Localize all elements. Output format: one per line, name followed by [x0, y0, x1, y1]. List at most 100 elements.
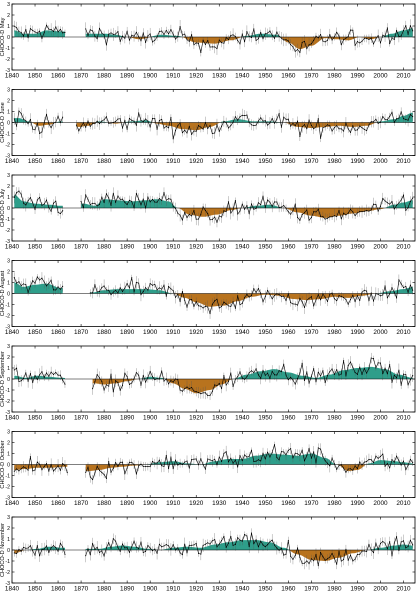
- x-tick-label: 1890: [120, 73, 135, 80]
- chart-panel: -3 -2 -1 0 1 2 3 1840 1850 1860 1870 1880 1890 1900 19…: [0, 259, 416, 336]
- negative-anomaly-area: [14, 122, 63, 126]
- x-tick-label: 1970: [304, 415, 319, 422]
- chart-panel: -3 -2 -1 0 1 2 3 1840 1850 1860 1870 1880 1890 1900 19…: [0, 430, 416, 507]
- x-tick-label: 1960: [281, 329, 296, 336]
- x-tick-label: 1970: [304, 244, 319, 251]
- x-tick-label: 2000: [373, 415, 388, 422]
- annual-series-line: [14, 190, 63, 214]
- x-tick-label: 1900: [143, 329, 158, 336]
- x-tick-label: 1950: [258, 244, 273, 251]
- x-tick-label: 1930: [212, 244, 227, 251]
- y-tick-label: -3: [5, 496, 10, 502]
- y-tick-label: -3: [5, 239, 10, 245]
- y-tick-label: 1: [7, 537, 10, 543]
- x-tick-label: 1990: [350, 329, 365, 336]
- x-tick-label: 2010: [396, 500, 411, 507]
- x-tick-label: 2000: [373, 158, 388, 165]
- negative-anomaly-area: [76, 122, 413, 131]
- x-tick-label: 1880: [97, 158, 112, 165]
- y-axis-label: CHOCO-D July: [0, 189, 6, 227]
- y-tick-label: 0: [7, 377, 10, 383]
- x-tick-label: 2000: [373, 586, 388, 593]
- x-tick-label: 1900: [143, 415, 158, 422]
- x-tick-label: 2010: [396, 415, 411, 422]
- x-tick-label: 1850: [28, 244, 43, 251]
- x-tick-label: 1900: [143, 73, 158, 80]
- x-tick-label: 1940: [235, 500, 250, 507]
- x-tick-label: 1990: [350, 73, 365, 80]
- y-tick-label: -3: [5, 154, 10, 160]
- x-tick-label: 2010: [396, 329, 411, 336]
- x-tick-label: 1860: [51, 415, 66, 422]
- x-tick-label: 1850: [28, 158, 43, 165]
- x-tick-label: 1970: [304, 329, 319, 336]
- x-tick-label: 1970: [304, 586, 319, 593]
- chart-panel: -3 -2 -1 0 1 2 3 1840 1850 1860 1870 1880 1890 1900 19…: [0, 2, 416, 80]
- y-tick-label: 0: [7, 35, 10, 41]
- x-tick-label: 1920: [189, 329, 204, 336]
- x-tick-label: 1950: [258, 415, 273, 422]
- chart-panel: -3 -2 -1 0 1 2 3 1840 1850 1860 1870 1880 1890 1900 19…: [0, 344, 416, 422]
- x-tick-label: 1940: [235, 586, 250, 593]
- x-tick-label: 1980: [327, 244, 342, 251]
- x-tick-label: 1900: [143, 500, 158, 507]
- annual-series-line: [14, 542, 66, 557]
- annual-series-line: [85, 24, 413, 54]
- x-tick-label: 1890: [120, 415, 135, 422]
- x-tick-label: 1890: [120, 158, 135, 165]
- y-tick-label: 2: [7, 526, 10, 532]
- x-tick-label: 2010: [396, 73, 411, 80]
- x-tick-label: 1960: [281, 73, 296, 80]
- x-tick-label: 1860: [51, 73, 66, 80]
- x-tick-label: 1870: [74, 73, 89, 80]
- y-tick-label: -1: [5, 474, 10, 480]
- x-tick-label: 1880: [97, 244, 112, 251]
- x-tick-label: 1840: [5, 73, 20, 80]
- y-tick-label: -3: [5, 68, 10, 74]
- x-tick-label: 1980: [327, 500, 342, 507]
- y-tick-label: 3: [7, 2, 10, 8]
- x-tick-label: 1840: [5, 244, 20, 251]
- x-tick-label: 1910: [166, 329, 181, 336]
- y-tick-label: -1: [5, 46, 10, 52]
- y-axis-label: CHOCO-D August: [0, 270, 6, 316]
- y-axis-label: CHOCO-D May: [0, 17, 6, 56]
- y-axis-label: CHOCO-D November: [0, 523, 6, 577]
- y-tick-label: 2: [7, 441, 10, 447]
- y-tick-label: 3: [7, 259, 10, 265]
- y-tick-label: 2: [7, 355, 10, 361]
- y-axis-label: CHOCO-D June: [0, 102, 6, 142]
- positive-anomaly-area: [14, 282, 63, 294]
- x-tick-label: 1880: [97, 586, 112, 593]
- x-tick-label: 2010: [396, 244, 411, 251]
- x-tick-label: 1910: [166, 586, 181, 593]
- y-tick-label: 1: [7, 366, 10, 372]
- x-tick-label: 1980: [327, 329, 342, 336]
- x-tick-label: 1860: [51, 586, 66, 593]
- y-tick-label: 1: [7, 452, 10, 458]
- chart-panel: -3 -2 -1 0 1 2 3 1840 1850 1860 1870 1880 1890 1900 19…: [0, 88, 416, 165]
- x-tick-label: 1870: [74, 586, 89, 593]
- y-tick-label: -2: [5, 485, 10, 491]
- x-tick-label: 1840: [5, 500, 20, 507]
- x-tick-label: 1950: [258, 329, 273, 336]
- x-tick-label: 1920: [189, 586, 204, 593]
- y-tick-label: -2: [5, 570, 10, 576]
- x-tick-label: 1940: [235, 73, 250, 80]
- x-tick-label: 1970: [304, 500, 319, 507]
- x-tick-label: 1980: [327, 73, 342, 80]
- x-tick-label: 1840: [5, 329, 20, 336]
- x-tick-label: 1920: [189, 415, 204, 422]
- x-tick-label: 2000: [373, 73, 388, 80]
- x-tick-label: 1940: [235, 329, 250, 336]
- x-tick-label: 1970: [304, 158, 319, 165]
- x-tick-label: 2010: [396, 586, 411, 593]
- annual-series-line: [76, 111, 413, 139]
- x-tick-label: 1930: [212, 73, 227, 80]
- y-tick-label: 1: [7, 281, 10, 287]
- x-tick-label: 1910: [166, 244, 181, 251]
- x-tick-label: 1890: [120, 500, 135, 507]
- y-tick-label: 3: [7, 430, 10, 436]
- x-tick-label: 1960: [281, 158, 296, 165]
- x-tick-label: 1860: [51, 500, 66, 507]
